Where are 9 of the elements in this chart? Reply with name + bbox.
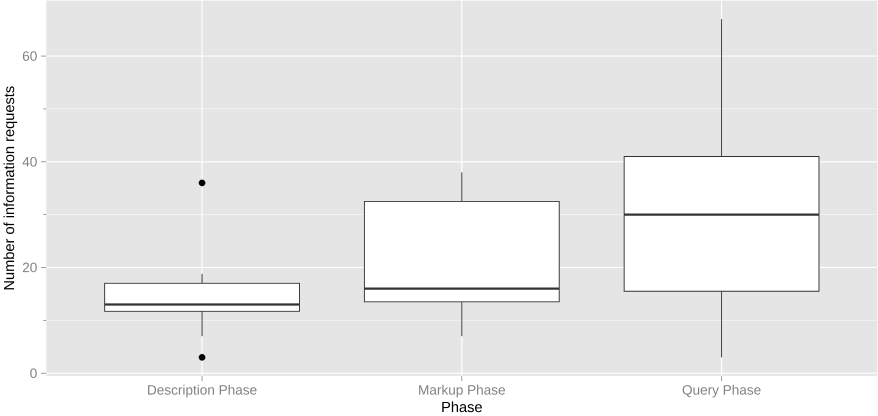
x-tick-label: Markup Phase <box>419 384 505 398</box>
x-axis-title: Phase <box>442 402 482 412</box>
y-axis-title: Number of information requests <box>3 86 18 290</box>
x-tick-label: Description Phase <box>148 384 257 398</box>
y-tick-label: 60 <box>22 51 37 62</box>
y-tick-label: 40 <box>22 157 37 167</box>
y-tick-label: 20 <box>22 262 37 272</box>
y-tick-label: 0 <box>30 368 37 378</box>
x-tick-label: Query Phase <box>682 384 761 398</box>
